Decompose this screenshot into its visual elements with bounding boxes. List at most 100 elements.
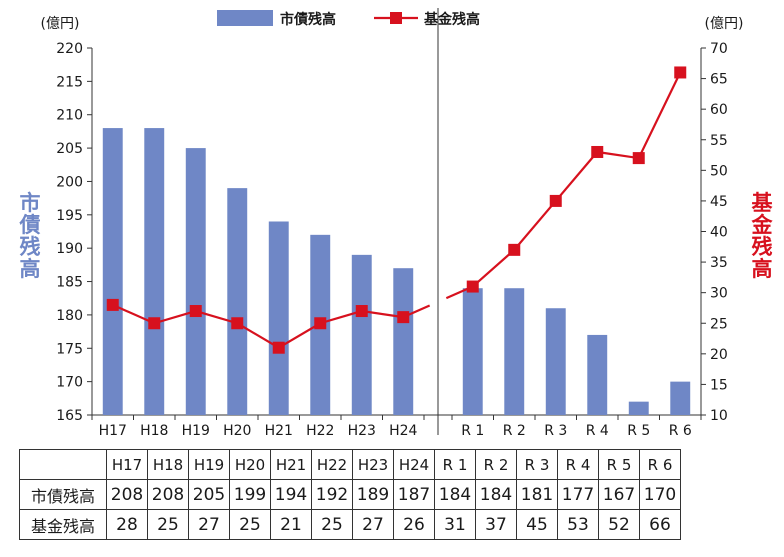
table-cell: 26	[393, 509, 435, 540]
right-tick-label: 70	[710, 41, 728, 57]
table-header-cell: R 4	[557, 449, 599, 480]
left-tick-label: 190	[56, 241, 83, 257]
table-header-cell: R 2	[475, 449, 517, 480]
legend-label-bar: 市債残高	[280, 11, 336, 28]
table-header-cell: R 3	[516, 449, 558, 480]
bar	[351, 254, 372, 415]
line-point	[231, 317, 244, 330]
line-point	[397, 311, 410, 324]
bar	[144, 128, 165, 415]
line-point	[591, 145, 604, 158]
right-tick-label: 50	[710, 163, 728, 179]
line-point	[632, 152, 645, 165]
table-cell: 184	[434, 479, 476, 510]
right-axis-title: 基	[752, 191, 774, 215]
table-cell: 167	[598, 479, 640, 510]
table-row-label: 市債残高	[19, 479, 107, 510]
x-tick-label: H17	[99, 423, 127, 439]
table-header-cell: H21	[270, 449, 312, 480]
x-tick-label: R 3	[544, 423, 567, 439]
legend-label-line: 基金残高	[424, 11, 480, 28]
left-axis-title: 市	[20, 191, 41, 215]
table-corner-cell	[19, 449, 107, 480]
left-axis-title: 高	[20, 257, 41, 281]
right-axis-title: 残	[752, 235, 773, 259]
table-cell: 52	[598, 509, 640, 540]
bar	[628, 401, 649, 415]
left-tick-label: 195	[56, 208, 83, 224]
line-point	[148, 317, 161, 330]
right-tick-label: 65	[710, 72, 728, 88]
bar	[670, 381, 691, 415]
line-point	[106, 298, 119, 311]
x-tick-label: H19	[182, 423, 210, 439]
table-cell: 25	[147, 509, 189, 540]
table-header-cell: H24	[393, 449, 435, 480]
x-tick-label: H23	[348, 423, 376, 439]
right-tick-label: 40	[710, 225, 728, 241]
bar	[462, 288, 483, 415]
table-row-label: 基金残高	[19, 509, 107, 540]
left-axis-title: 債	[19, 213, 41, 237]
right-tick-label: 35	[710, 255, 728, 271]
table-cell: 53	[557, 509, 599, 540]
x-tick-label: R 1	[461, 423, 484, 439]
right-tick-label: 25	[710, 316, 728, 332]
bar	[102, 128, 123, 415]
table-cell: 27	[352, 509, 394, 540]
table-header-cell: R 6	[639, 449, 681, 480]
right-axis-title: 高	[752, 257, 773, 281]
table-row: 基金残高 28 25 27 25 21 25 27 26 31 37 45 53 52 66	[19, 509, 681, 540]
line-point	[189, 305, 202, 318]
x-tick-label: H22	[306, 423, 334, 439]
table-cell: 184	[475, 479, 517, 510]
table-cell: 187	[393, 479, 435, 510]
bar	[227, 188, 248, 415]
right-tick-label: 45	[710, 194, 728, 210]
table-header-cell: H18	[147, 449, 189, 480]
line-series-segment	[112, 303, 404, 349]
table-cell: 192	[311, 479, 353, 510]
table-cell: 199	[229, 479, 271, 510]
left-tick-label: 210	[56, 108, 83, 124]
line-point	[549, 194, 562, 207]
legend-line-marker	[390, 12, 402, 24]
table-cell: 181	[516, 479, 558, 510]
table-cell: 205	[188, 479, 230, 510]
bar	[268, 221, 289, 415]
table-header-cell: R 5	[598, 449, 640, 480]
bar	[504, 288, 525, 415]
table-header-cell: H22	[311, 449, 353, 480]
left-tick-label: 200	[56, 174, 83, 190]
left-tick-label: 205	[56, 141, 83, 157]
bar	[587, 334, 608, 415]
line-series-segment	[472, 71, 682, 288]
right-axis-unit: (億円)	[705, 16, 744, 32]
x-tick-label: H18	[140, 423, 168, 439]
table-cell: 31	[434, 509, 476, 540]
combo-chart: 165 170 175 180 185 190 195 200 205 210 215 220 10 15…	[19, 8, 774, 439]
left-tick-label: 170	[56, 375, 83, 391]
table-cell: 177	[557, 479, 599, 510]
bar	[393, 268, 414, 415]
x-tick-label: H20	[223, 423, 251, 439]
line-point	[272, 341, 285, 354]
table-cell: 28	[106, 509, 148, 540]
table-cell: 25	[311, 509, 353, 540]
table-cell: 170	[639, 479, 681, 510]
right-tick-label: 10	[710, 408, 728, 424]
table-header-cell: H20	[229, 449, 271, 480]
line-point	[674, 66, 687, 79]
x-tick-label: H24	[389, 423, 417, 439]
table-cell: 37	[475, 509, 517, 540]
left-tick-label: 185	[56, 275, 83, 291]
right-tick-label: 55	[710, 133, 728, 149]
table-header-cell: H19	[188, 449, 230, 480]
left-tick-label: 220	[56, 41, 83, 57]
line-point	[508, 243, 521, 256]
left-tick-label: 215	[56, 74, 83, 90]
right-tick-label: 60	[710, 102, 728, 118]
left-tick-label: 165	[56, 408, 83, 424]
x-tick-label: R 6	[669, 423, 692, 439]
